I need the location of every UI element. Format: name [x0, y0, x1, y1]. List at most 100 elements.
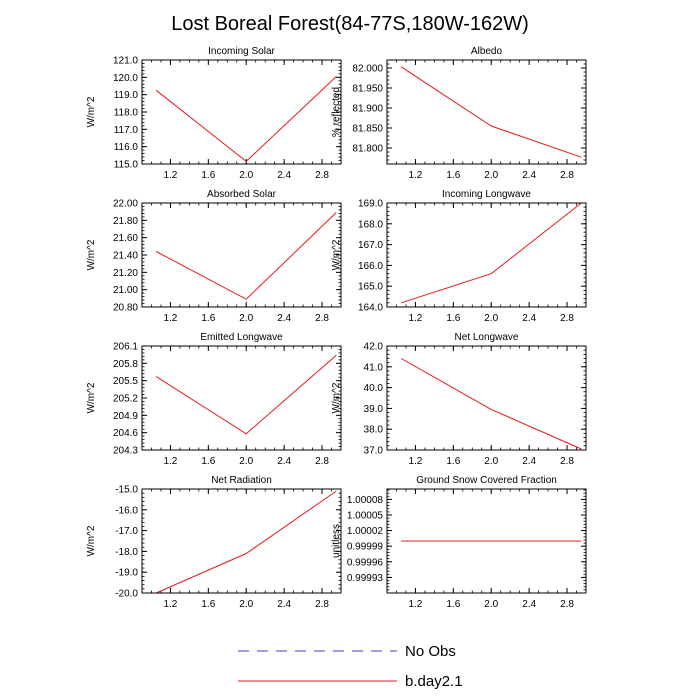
y-axis-label: % reflected	[331, 87, 342, 137]
panel-incoming-longwave: Incoming Longwave W/m^2 1.2 1.6 2.0 2.4 2.8 164…	[331, 189, 587, 324]
y-tick-label: 118.0	[114, 108, 139, 119]
y-tick-label: 22.00	[113, 199, 138, 210]
panel-title: Incoming Longwave	[442, 189, 531, 200]
x-tick-label: 1.2	[163, 599, 177, 610]
x-tick-label: 2.0	[484, 599, 498, 610]
figure-title: Lost Boreal Forest(84-77S,180W-162W)	[171, 13, 529, 35]
y-tick-label: 20.80	[113, 303, 138, 314]
y-axis-label: W/m^2	[86, 96, 97, 127]
x-tick-label: 2.0	[484, 456, 498, 467]
plot-frame	[141, 59, 342, 165]
x-tick-label: 1.6	[446, 313, 460, 324]
x-tick-label: 2.4	[522, 313, 536, 324]
x-tick-label: 1.6	[201, 456, 215, 467]
y-tick-label: 0.99996	[347, 557, 384, 568]
x-tick-label: 1.6	[201, 313, 215, 324]
y-tick-label: 117.0	[114, 125, 139, 136]
x-tick-label: 2.4	[277, 313, 291, 324]
y-tick-label: 41.0	[364, 362, 384, 373]
panel-title: Net Longwave	[455, 332, 519, 343]
x-tick-label: 1.6	[446, 599, 460, 610]
y-tick-label: 119.0	[114, 90, 139, 101]
x-tick-label: 2.8	[560, 456, 574, 467]
y-tick-label: 42.0	[364, 342, 384, 353]
legend-label-b-day2-1: b.day2.1	[405, 673, 463, 690]
x-tick-label: 2.0	[239, 456, 253, 467]
x-tick-label: 2.0	[239, 599, 253, 610]
x-tick-label: 2.4	[522, 456, 536, 467]
x-tick-label: 2.8	[315, 170, 329, 181]
legend-item-b-day2-1: b.day2.1	[238, 673, 463, 690]
panel-absorbed-solar: Absorbed Solar W/m^2 1.2 1.6 2.0 2.4 2.8 20.80 2…	[86, 189, 342, 324]
y-tick-label: 204.9	[113, 411, 138, 422]
y-tick-label: 205.5	[113, 376, 138, 387]
x-tick-label: 1.2	[163, 170, 177, 181]
x-tick-label: 2.4	[277, 599, 291, 610]
x-tick-label: 2.8	[315, 599, 329, 610]
x-tick-label: 1.6	[446, 456, 460, 467]
y-tick-label: -19.0	[115, 568, 138, 579]
panel-title: Emitted Longwave	[200, 332, 283, 343]
y-tick-label: 38.0	[364, 425, 384, 436]
y-tick-label: 37.0	[364, 446, 384, 457]
y-tick-label: 164.0	[358, 303, 383, 314]
series-line-b-day2-1	[401, 202, 582, 304]
x-tick-label: 1.2	[408, 456, 422, 467]
plot-frame	[386, 488, 587, 594]
y-tick-label: 204.6	[113, 428, 138, 439]
y-tick-label: 39.0	[364, 404, 384, 415]
panel-ground-snow-covered-fraction: Ground Snow Covered Fraction unitless 1.2 1…	[331, 475, 587, 610]
panel-title: Incoming Solar	[208, 46, 275, 57]
y-tick-label: 81.950	[352, 84, 383, 95]
series-line-b-day2-1	[155, 490, 337, 594]
panel-title: Albedo	[471, 46, 503, 57]
x-tick-label: 2.0	[484, 313, 498, 324]
y-tick-label: 1.00002	[347, 526, 384, 537]
y-tick-label: 21.40	[113, 251, 138, 262]
x-tick-label: 1.6	[446, 170, 460, 181]
y-axis-label: W/m^2	[331, 239, 342, 270]
y-axis-label: unitless	[331, 524, 342, 558]
x-tick-label: 1.2	[408, 599, 422, 610]
y-axis-label: W/m^2	[86, 239, 97, 270]
panel-net-longwave: Net Longwave W/m^2 1.2 1.6 2.0 2.4 2.8 37.0 38.0…	[331, 332, 587, 467]
y-tick-label: 21.60	[113, 233, 138, 244]
x-tick-label: 1.2	[408, 313, 422, 324]
y-tick-label: -16.0	[115, 505, 138, 516]
series-line-b-day2-1	[155, 354, 337, 435]
y-tick-label: 205.8	[113, 359, 138, 370]
legend-label-no-obs: No Obs	[405, 643, 456, 660]
y-tick-label: 167.0	[358, 240, 383, 251]
panel-emitted-longwave: Emitted Longwave W/m^2 1.2 1.6 2.0 2.4 2.8 204.…	[86, 332, 342, 467]
y-tick-label: 120.0	[113, 73, 138, 84]
plot-frame	[141, 345, 342, 451]
series-line-b-day2-1	[155, 212, 337, 300]
plot-frame	[386, 202, 587, 308]
y-tick-label: 1.00005	[347, 511, 384, 522]
y-tick-label: 168.0	[358, 219, 383, 230]
y-tick-label: 169.0	[358, 199, 383, 210]
plot-frame	[386, 345, 587, 451]
x-tick-label: 2.8	[560, 313, 574, 324]
y-tick-label: 206.1	[113, 342, 138, 353]
x-tick-label: 2.4	[522, 170, 536, 181]
y-tick-label: 204.3	[113, 446, 138, 457]
y-tick-label: 0.99999	[347, 542, 384, 553]
x-tick-label: 2.0	[239, 313, 253, 324]
x-tick-label: 2.0	[239, 170, 253, 181]
y-axis-label: W/m^2	[86, 525, 97, 556]
panel-albedo: Albedo % reflected 1.2 1.6 2.0 2.4 2.8 81.800 81…	[331, 46, 587, 181]
y-tick-label: 121.0	[113, 56, 138, 67]
y-tick-label: 21.80	[113, 216, 138, 227]
x-tick-label: 1.2	[408, 170, 422, 181]
x-tick-label: 2.4	[522, 599, 536, 610]
plot-frame	[141, 488, 342, 594]
y-tick-label: 1.00008	[347, 495, 384, 506]
x-tick-label: 1.2	[163, 313, 177, 324]
y-tick-label: -18.0	[115, 547, 138, 558]
plot-frame	[386, 59, 587, 165]
x-tick-label: 2.4	[277, 170, 291, 181]
y-tick-label: 40.0	[364, 383, 384, 394]
x-tick-label: 2.8	[315, 313, 329, 324]
